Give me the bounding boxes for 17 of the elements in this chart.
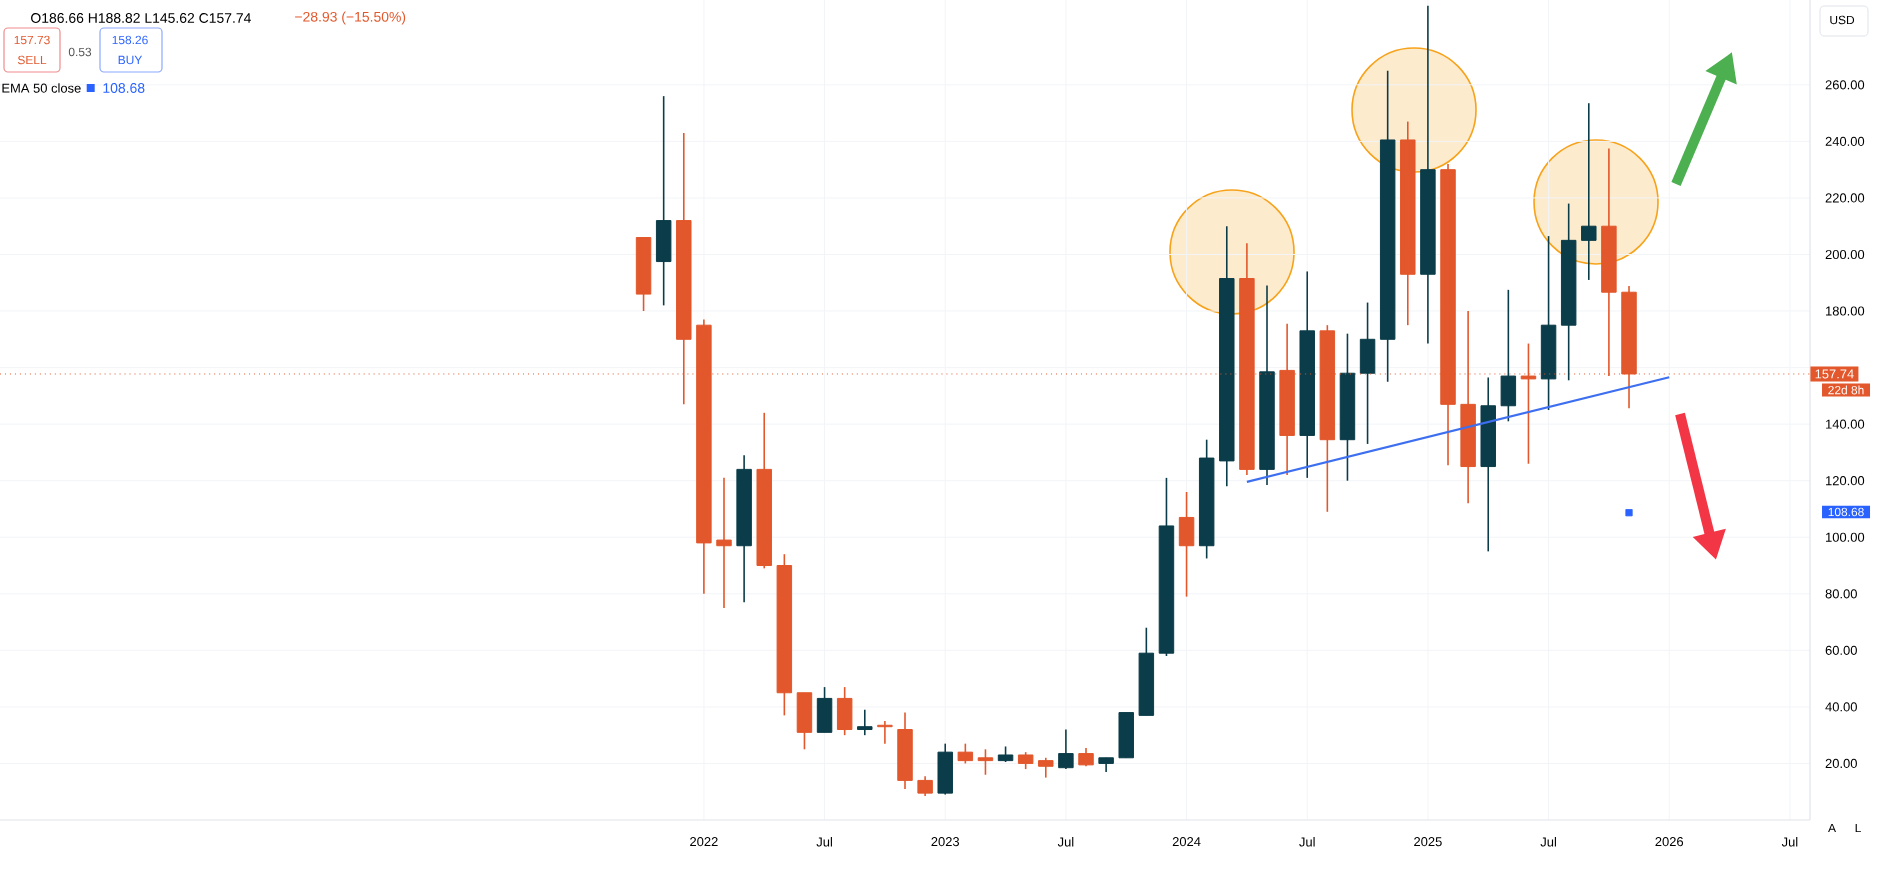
candlestick [1178,491,1195,598]
candlestick [857,708,873,736]
candlestick [816,686,833,734]
candlestick [1581,102,1597,281]
candlestick [836,686,853,736]
candlestick [716,477,732,609]
candlestick [796,691,813,751]
candlestick [917,775,933,797]
candlestick [937,742,953,796]
candlestick [957,742,974,765]
candlestick [655,95,672,307]
candlestick [977,748,994,776]
candlestick [1500,289,1517,423]
candlestick [1359,301,1376,445]
candlestick [1118,711,1134,759]
candlestick [1058,728,1074,770]
candlestick [1038,756,1054,779]
